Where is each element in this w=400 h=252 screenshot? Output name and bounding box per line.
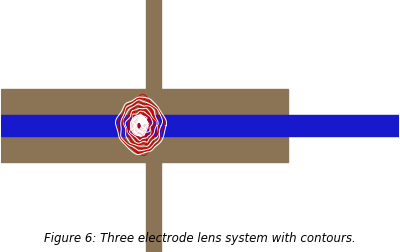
Text: Figure 6: Three electrode lens system with contours.: Figure 6: Three electrode lens system wi… <box>44 232 356 244</box>
Bar <box>1 137 146 163</box>
Bar <box>161 137 288 163</box>
Bar <box>146 0 161 252</box>
Bar <box>1 89 146 115</box>
Bar <box>1 116 399 136</box>
Bar <box>161 89 288 115</box>
